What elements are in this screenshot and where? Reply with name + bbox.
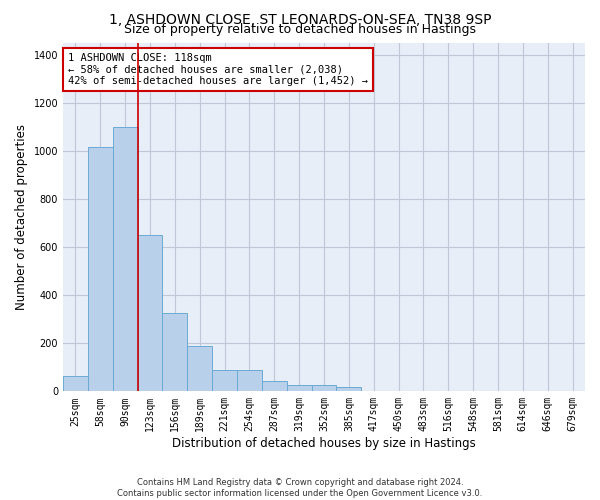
Text: 1, ASHDOWN CLOSE, ST LEONARDS-ON-SEA, TN38 9SP: 1, ASHDOWN CLOSE, ST LEONARDS-ON-SEA, TN… — [109, 12, 491, 26]
Bar — [63, 376, 88, 392]
Bar — [337, 387, 361, 392]
Bar — [287, 384, 311, 392]
Text: Contains HM Land Registry data © Crown copyright and database right 2024.
Contai: Contains HM Land Registry data © Crown c… — [118, 478, 482, 498]
Bar — [212, 370, 237, 392]
Bar — [113, 126, 137, 392]
Bar — [137, 235, 163, 392]
Bar — [88, 147, 113, 392]
Bar — [237, 370, 262, 392]
Bar — [163, 313, 187, 392]
Bar — [311, 386, 337, 392]
X-axis label: Distribution of detached houses by size in Hastings: Distribution of detached houses by size … — [172, 437, 476, 450]
Bar — [262, 380, 287, 392]
Bar — [187, 346, 212, 392]
Y-axis label: Number of detached properties: Number of detached properties — [15, 124, 28, 310]
Text: Size of property relative to detached houses in Hastings: Size of property relative to detached ho… — [124, 22, 476, 36]
Text: 1 ASHDOWN CLOSE: 118sqm
← 58% of detached houses are smaller (2,038)
42% of semi: 1 ASHDOWN CLOSE: 118sqm ← 58% of detache… — [68, 53, 368, 86]
